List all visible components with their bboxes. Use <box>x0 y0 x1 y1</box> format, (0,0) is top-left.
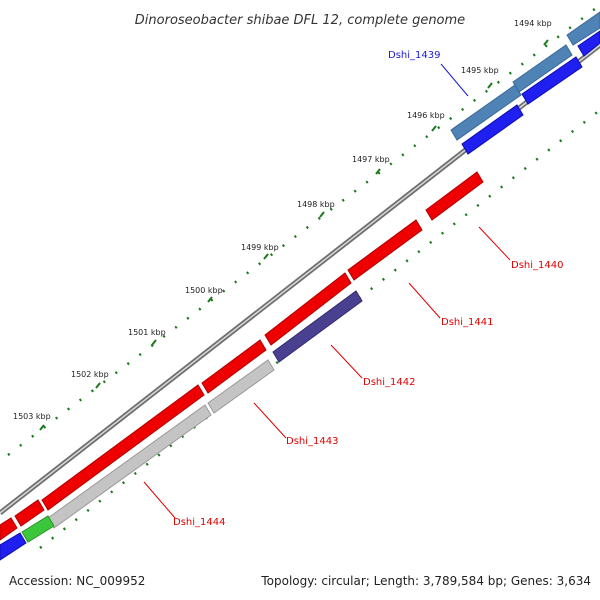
gene-label-dshi-1439[interactable]: Dshi_1439 <box>388 50 440 61</box>
gene-segment-blue[interactable] <box>521 56 583 105</box>
gene-dshi-1440[interactable] <box>425 171 484 221</box>
map-title: Dinoroseobacter shibae DFL 12, complete … <box>135 13 465 28</box>
tick-label: 1503 kbp <box>13 412 51 421</box>
tick-label: 1498 kbp <box>297 200 335 209</box>
gene-red-segment[interactable] <box>41 384 205 511</box>
tick-label: 1499 kbp <box>241 243 279 252</box>
tick-label: 1500 kbp <box>185 286 223 295</box>
tick-label: 1495 kbp <box>461 66 499 75</box>
major-tick <box>319 211 325 218</box>
tick-label: 1497 kbp <box>352 155 390 164</box>
callout-line-dshi-1440 <box>478 226 511 261</box>
gene-red-segment[interactable] <box>14 499 45 527</box>
major-tick <box>151 339 157 346</box>
gene-red-segment[interactable] <box>264 272 352 346</box>
tick-label: 1494 kbp <box>514 19 552 28</box>
gene-segment-steelblue[interactable] <box>566 11 600 46</box>
tick-label: 1496 kbp <box>407 111 445 120</box>
gene-callouts <box>143 63 511 519</box>
gene-segment-green[interactable] <box>21 515 55 543</box>
gene-label-dshi-1442[interactable]: Dshi_1442 <box>363 377 415 388</box>
tick-labels: 1494 kbp 1495 kbp 1496 kbp 1497 kbp 1498… <box>13 19 552 421</box>
callout-line-dshi-1441 <box>408 282 441 319</box>
tick-label: 1501 kbp <box>128 328 166 337</box>
gene-dshi-1444[interactable] <box>47 404 212 529</box>
callout-line-dshi-1443 <box>253 402 287 439</box>
gene-dshi-1441[interactable] <box>347 219 423 281</box>
major-tick <box>207 296 213 303</box>
gene-red-segment[interactable] <box>0 517 18 541</box>
gene-segment-blue[interactable] <box>461 104 524 155</box>
tick-label: 1502 kbp <box>71 370 109 379</box>
gene-segment-steelblue[interactable] <box>512 44 573 93</box>
callout-line-dshi-1444 <box>143 481 176 519</box>
callout-line-dshi-1439 <box>440 63 469 97</box>
gene-dshi-1439-segment[interactable] <box>450 84 522 141</box>
major-tick <box>95 382 101 389</box>
major-tick <box>375 168 381 175</box>
gene-segment-blue[interactable] <box>0 532 27 561</box>
accession-text: Accession: NC_009952 <box>9 574 145 588</box>
gene-labels: Dshi_1439 Dshi_1440 Dshi_1441 Dshi_1442 … <box>173 50 563 528</box>
major-tick <box>263 253 269 260</box>
gene-dshi-1442[interactable] <box>272 290 363 363</box>
gene-red-segment[interactable] <box>201 339 267 394</box>
tick-rings <box>7 4 600 549</box>
gene-dshi-1443[interactable] <box>207 359 275 414</box>
gene-label-dshi-1441[interactable]: Dshi_1441 <box>441 317 493 328</box>
major-tick <box>39 424 45 431</box>
major-tick <box>543 39 549 46</box>
major-tick <box>431 125 437 132</box>
gene-segment-blue[interactable] <box>577 30 600 57</box>
major-tick <box>487 82 493 89</box>
topology-text: Topology: circular; Length: 3,789,584 bp… <box>260 574 591 588</box>
gene-label-dshi-1443[interactable]: Dshi_1443 <box>286 436 338 447</box>
gene-label-dshi-1444[interactable]: Dshi_1444 <box>173 517 225 528</box>
gene-label-dshi-1440[interactable]: Dshi_1440 <box>511 260 563 271</box>
callout-line-dshi-1442 <box>330 344 363 379</box>
gene-track <box>0 11 600 561</box>
